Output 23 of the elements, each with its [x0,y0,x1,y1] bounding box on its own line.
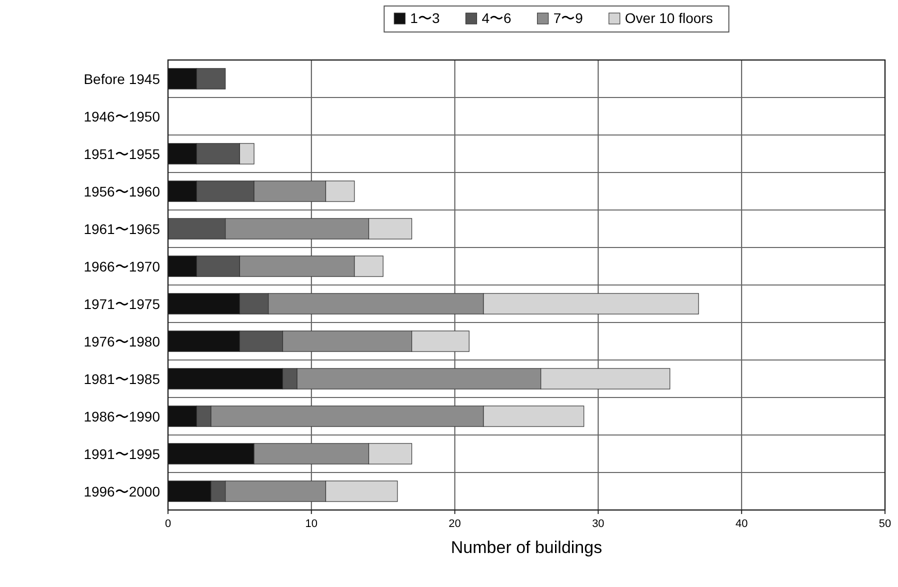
y-tick-label: Before 1945 [84,70,160,87]
legend-label: 4〜6 [482,10,512,26]
x-axis-title: Number of buildings [450,538,602,557]
y-tick-label: 1966〜1970 [84,258,160,274]
legend-label: Over 10 floors [624,10,713,26]
y-tick-label: 1956〜1960 [84,183,160,200]
y-tick-label: 1961〜1965 [84,220,160,237]
x-tick-label: 50 [878,518,892,530]
y-tick-label: 1981〜1985 [84,370,160,387]
y-tick-label: 1996〜2000 [84,483,160,500]
y-tick-label: 1986〜1990 [84,408,160,424]
x-tick-label: 40 [735,518,748,530]
y-tick-label: 1971〜1975 [84,296,160,312]
y-tick-label: 1951〜1955 [84,146,160,162]
y-tick-label: 1946〜1950 [84,108,160,124]
x-tick-label: 10 [305,518,318,530]
legend-label: 7〜9 [553,10,584,26]
x-tick-label: 20 [448,518,461,530]
y-tick-label: 1991〜1995 [84,446,160,462]
x-tick-label: 0 [164,518,172,530]
y-tick-label: 1976〜1980 [84,333,160,350]
x-tick-label: 30 [592,518,604,530]
legend-label: 1〜3 [410,10,440,26]
